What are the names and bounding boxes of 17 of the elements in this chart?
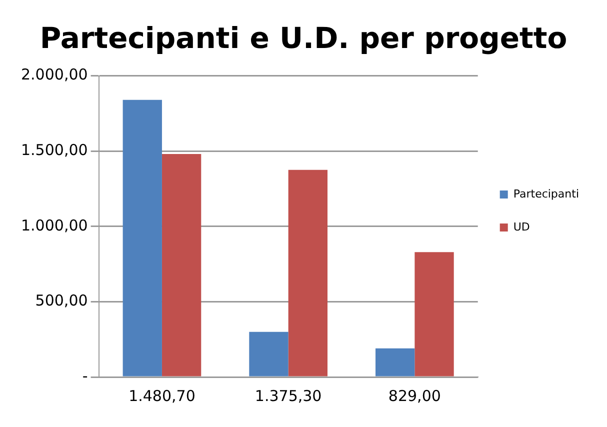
- bar: [414, 252, 454, 376]
- legend-label: UD: [513, 220, 530, 234]
- y-tick-label: 500,00: [35, 292, 88, 310]
- bar: [376, 348, 415, 376]
- x-tick-label: 1.375,30: [254, 386, 322, 405]
- x-tick-label: 829,00: [388, 386, 441, 405]
- bar: [122, 100, 162, 376]
- bar: [249, 332, 288, 376]
- y-tick-label: 1.500,00: [21, 140, 88, 159]
- y-tick-label: -: [82, 366, 88, 385]
- bar: [162, 154, 202, 376]
- y-tick-label: 2.000,00: [21, 66, 88, 84]
- x-tick-label: 1.480,70: [128, 386, 196, 405]
- legend-label: Partecipanti: [513, 187, 580, 200]
- chart-title: Partecipanti e U.D. per progetto: [40, 20, 568, 55]
- y-tick-label: 1.000,00: [21, 216, 88, 234]
- bar: [288, 170, 328, 376]
